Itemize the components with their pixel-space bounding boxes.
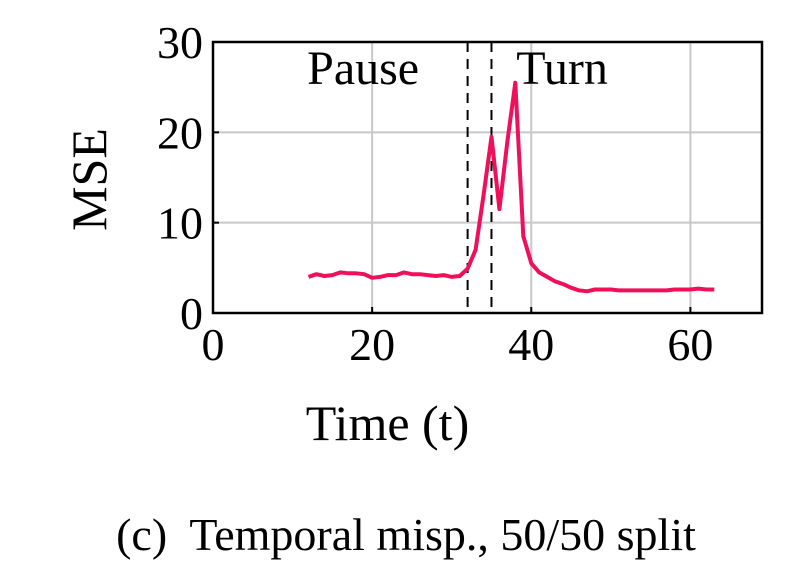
- plot-frame: [211, 40, 764, 315]
- mse-series-line: [307, 80, 715, 294]
- x-tick-label: 40: [508, 319, 554, 370]
- figure-caption: (c) Temporal misp., 50/50 split: [116, 509, 696, 560]
- y-tick-label: 0: [180, 288, 203, 339]
- x-tick-label: 20: [349, 319, 395, 370]
- y-tick-label: 20: [157, 107, 203, 158]
- x-axis-label: Time (t): [306, 395, 469, 451]
- y-tick-label: 10: [157, 198, 203, 249]
- y-tick-label: 30: [157, 17, 203, 68]
- annotation-pause: Pause: [307, 42, 419, 95]
- x-tick-label: 0: [202, 319, 225, 370]
- annotation-turn: Turn: [516, 42, 608, 95]
- y-axis-label: MSE: [61, 128, 117, 231]
- axis-ticks: 0 20 40 60 0 10 20 30: [157, 17, 713, 370]
- x-tick-label: 60: [667, 319, 713, 370]
